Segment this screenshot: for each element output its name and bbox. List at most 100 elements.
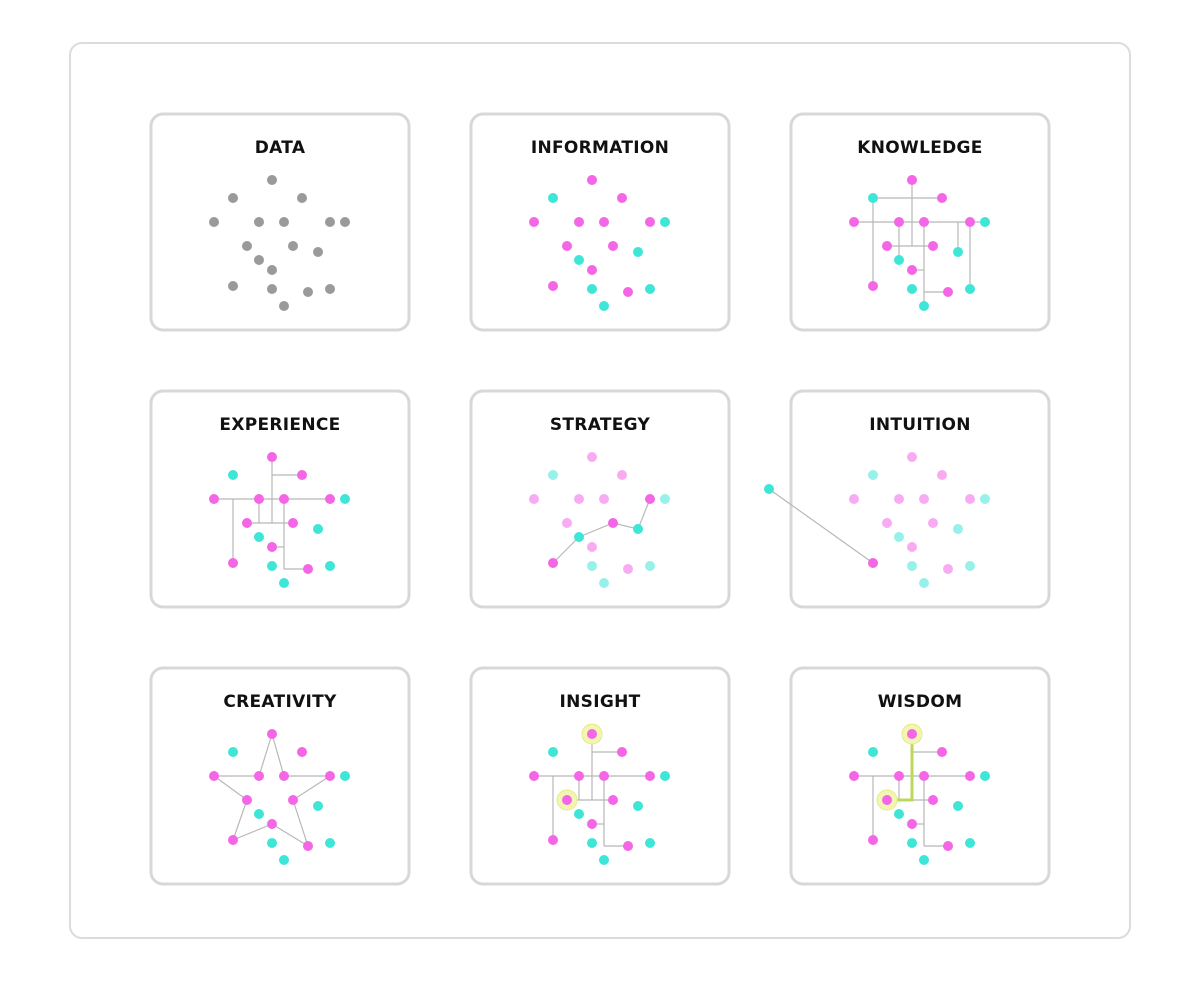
node [254,217,264,227]
node [965,561,975,571]
node [943,841,953,851]
node [587,838,597,848]
node [617,470,627,480]
node [965,217,975,227]
node [907,542,917,552]
node [267,175,277,185]
node [868,558,878,568]
node [623,287,633,297]
node [297,193,307,203]
node [587,542,597,552]
node [919,494,929,504]
node [209,494,219,504]
node [548,281,558,291]
node [849,771,859,781]
node [288,795,298,805]
node [907,175,917,185]
node [599,855,609,865]
node [325,217,335,227]
node [548,835,558,845]
node [764,484,774,494]
node [660,771,670,781]
node [529,494,539,504]
node [608,795,618,805]
node [267,452,277,462]
node [965,284,975,294]
panel: KNOWLEDGE [789,112,1051,332]
node [943,287,953,297]
node [313,247,323,257]
node [599,494,609,504]
node [953,801,963,811]
node [894,771,904,781]
node [288,518,298,528]
node [303,564,313,574]
node [907,284,917,294]
panel-title: INFORMATION [531,138,669,158]
node [645,217,655,227]
node [279,301,289,311]
node [242,518,252,528]
node [645,771,655,781]
node [928,795,938,805]
node [882,241,892,251]
node [919,578,929,588]
node [574,217,584,227]
panel-title: KNOWLEDGE [857,138,982,158]
node [313,524,323,534]
node [919,217,929,227]
panel-title: CREATIVITY [223,692,337,712]
node [645,561,655,571]
node [907,265,917,275]
node [660,217,670,227]
node [965,771,975,781]
node [868,281,878,291]
panel-title: EXPERIENCE [219,415,340,435]
node [279,771,289,781]
node [599,578,609,588]
node [228,281,238,291]
node [894,532,904,542]
node [907,729,917,739]
node [937,193,947,203]
node [587,561,597,571]
node [228,470,238,480]
node [254,255,264,265]
panel-title: INTUITION [869,415,971,435]
node [279,855,289,865]
node [645,284,655,294]
node [617,747,627,757]
node [919,855,929,865]
node [617,193,627,203]
node [660,494,670,504]
node [303,841,313,851]
node [297,747,307,757]
node [587,284,597,294]
node [548,558,558,568]
node [868,835,878,845]
node [953,247,963,257]
node [623,564,633,574]
node [882,518,892,528]
node [267,284,277,294]
node [894,217,904,227]
node [953,524,963,534]
node [894,494,904,504]
node [562,518,572,528]
node [548,193,558,203]
panel: INTUITION [764,389,1051,609]
node [267,542,277,552]
panel-title: DATA [255,138,306,158]
node [574,532,584,542]
panel: INSIGHT [469,666,731,886]
node [645,494,655,504]
node [587,729,597,739]
node [965,838,975,848]
node [254,809,264,819]
node [267,838,277,848]
node [608,518,618,528]
panel: DATA [149,112,411,332]
node [340,494,350,504]
node [228,747,238,757]
